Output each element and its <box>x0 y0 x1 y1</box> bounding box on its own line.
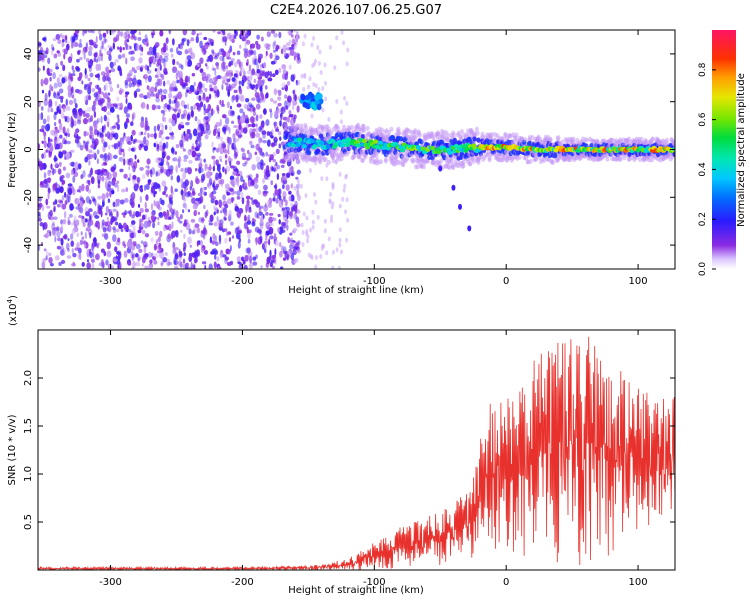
spectrogram-x-axis-label: Height of straight line (km) <box>288 285 424 296</box>
colorbar <box>712 30 736 269</box>
colorbar-tick-label: 0.2 <box>698 212 708 226</box>
spectrogram-y-tick-label: 0 <box>23 146 34 152</box>
spectrogram-y-tick-label: 20 <box>23 95 34 108</box>
spectrogram-x-tick-label: 0 <box>503 276 509 287</box>
colorbar-ticks: 0.0 0.2 0.4 0.6 0.8 <box>698 62 716 276</box>
snr-y-tick-label: 1.0 <box>23 466 34 482</box>
spectrogram-y-tick-label: -20 <box>23 189 34 205</box>
snr-x-tick-label: -300 <box>99 577 122 588</box>
snr-y-axis-label: SNR (10 * v/v) <box>7 414 18 485</box>
colorbar-tick-label: 0.6 <box>698 112 708 127</box>
snr-x-ticks: -300 -200 -100 0 100 <box>99 330 648 588</box>
snr-y-ticks: 0.5 1.0 1.5 2.0 <box>23 370 675 530</box>
snr-scale-label: (x104) <box>6 295 19 326</box>
spectrogram-x-ticks: -300 -200 -100 0 100 <box>99 30 648 287</box>
snr-x-tick-label: -100 <box>363 577 386 588</box>
spectrogram-y-ticks: -40 -20 0 20 40 <box>23 48 675 253</box>
spectrogram-marks <box>38 30 675 269</box>
snr-y-tick-label: 2.0 <box>23 370 34 386</box>
colorbar-label: Normalized spectral amplitude <box>736 73 747 227</box>
spectrogram-y-tick-label: 40 <box>23 48 34 61</box>
colorbar-tick-label: 0.4 <box>698 162 708 177</box>
snr-marks <box>38 336 675 570</box>
spectrogram-x-tick-label: -200 <box>231 276 254 287</box>
snr-frame <box>37 329 676 571</box>
spectrogram-x-tick-label: 100 <box>629 276 648 287</box>
spectrogram-y-axis-label: Frequency (Hz) <box>7 112 18 188</box>
snr-series-line <box>38 336 675 570</box>
snr-y-tick-label: 1.5 <box>23 418 34 434</box>
spectrogram-x-tick-label: -100 <box>363 276 386 287</box>
snr-y-tick-label: 0.5 <box>23 514 34 530</box>
snr-x-axis-label: Height of straight line (km) <box>288 585 424 596</box>
spectrogram-x-tick-label: -300 <box>99 276 122 287</box>
snr-x-tick-label: 100 <box>629 577 648 588</box>
spectrogram-y-tick-label: -40 <box>23 237 34 253</box>
figure-title: C2E4.2026.107.06.25.G07 <box>270 3 442 18</box>
colorbar-tick-label: 0.0 <box>698 262 708 277</box>
snr-x-tick-label: 0 <box>503 577 509 588</box>
snr-panel: -300 -200 -100 0 100 0.5 1.0 1.5 2.0 Height of … <box>6 295 676 596</box>
snr-x-tick-label: -200 <box>231 577 254 588</box>
colorbar-tick-label: 0.8 <box>698 62 708 77</box>
